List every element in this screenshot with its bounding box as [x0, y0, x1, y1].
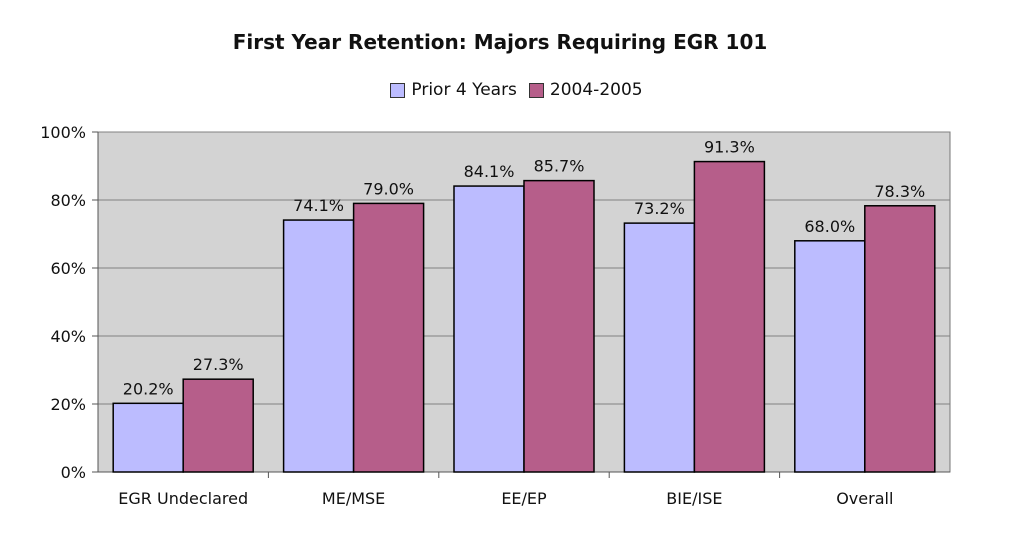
y-tick-label: 20% [50, 395, 86, 414]
legend-swatch-prior [390, 82, 406, 98]
data-label: 27.3% [193, 355, 244, 374]
bar-2004-3 [693, 160, 766, 473]
bar-prior-4 [794, 240, 866, 473]
x-tick-label: Overall [836, 489, 893, 508]
bar-prior-1 [282, 219, 355, 473]
y-tick-label: 40% [50, 327, 86, 346]
bar-prior-3 [623, 222, 696, 473]
bar-prior-0 [112, 402, 184, 473]
legend-item-prior: Prior 4 Years [390, 80, 517, 100]
x-tick-label: EE/EP [501, 489, 547, 508]
legend-label-2004: 2004-2005 [549, 80, 643, 100]
chart-title: First Year Retention: Majors Requiring E… [232, 30, 768, 54]
data-label: 73.2% [634, 199, 685, 218]
x-tick-label: EGR Undeclared [118, 489, 248, 508]
y-tick-label: 0% [61, 463, 86, 482]
bar-2004-2 [523, 179, 595, 473]
data-label: 78.3% [874, 182, 925, 201]
bar-2004-0 [182, 378, 254, 473]
x-tick-label: ME/MSE [322, 489, 385, 508]
bar-prior-2 [453, 185, 525, 473]
y-tick-label: 60% [50, 259, 86, 278]
data-label: 84.1% [464, 162, 515, 181]
data-label: 68.0% [804, 217, 855, 236]
legend: Prior 4 Years 2004-2005 [0, 80, 1033, 100]
data-label: 79.0% [363, 179, 414, 198]
data-label: 85.7% [534, 157, 585, 176]
data-label: 20.2% [123, 379, 174, 398]
x-tick-label: BIE/ISE [666, 489, 722, 508]
legend-swatch-2004 [528, 82, 544, 98]
legend-item-2004: 2004-2005 [528, 80, 643, 100]
y-tick-label: 100% [40, 123, 86, 142]
bar-2004-1 [352, 202, 425, 473]
bar-2004-4 [864, 205, 936, 473]
data-label: 74.1% [293, 196, 344, 215]
data-label: 91.3% [704, 138, 755, 157]
legend-label-prior: Prior 4 Years [411, 80, 517, 100]
y-tick-label: 80% [50, 191, 86, 210]
